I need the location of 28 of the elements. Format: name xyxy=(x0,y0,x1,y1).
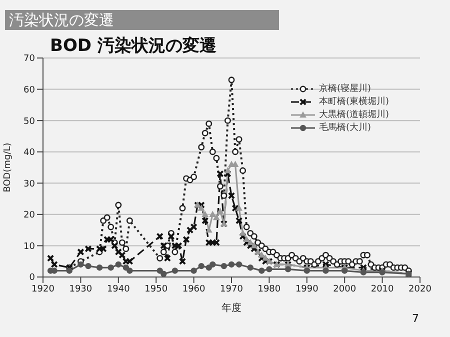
x-tick-label: 1990 xyxy=(295,284,319,294)
y-tick-label: 50 xyxy=(24,116,36,127)
x-tick-label: 1950 xyxy=(144,284,168,294)
x-tick-label: 2010 xyxy=(370,284,394,294)
legend-label: 大黒橋(道頓堀川) xyxy=(319,108,390,121)
x-tick-label: 1930 xyxy=(69,284,92,294)
legend-label: 毛馬橋(大川) xyxy=(319,122,372,134)
y-tick-label: 40 xyxy=(24,148,36,158)
y-tick-label: 10 xyxy=(24,242,36,252)
y-axis-title: BOD(mg/L) xyxy=(3,142,14,192)
x-tick-label: 1920 xyxy=(32,284,55,294)
chart-title: BOD 汚染状況の変遷 xyxy=(50,35,216,57)
text: 汚染状況の変遷 xyxy=(5,10,279,30)
x-tick-label: 1980 xyxy=(258,284,281,294)
y-tick-label: 60 xyxy=(24,85,36,96)
y-tick-label: 20 xyxy=(24,210,36,221)
x-tick-label: 1960 xyxy=(182,284,206,294)
y-tick-label: 70 xyxy=(24,54,36,64)
y-tick-label: 30 xyxy=(24,179,36,190)
x-tick-label: 2000 xyxy=(333,284,356,294)
x-tick-label: 1970 xyxy=(220,284,244,294)
x-tick-label: 2020 xyxy=(408,284,432,294)
x-tick-label: 1940 xyxy=(106,284,130,294)
text: 7 xyxy=(412,312,419,325)
y-tick-label: 0 xyxy=(29,273,36,284)
legend-label: 本町橋(東横堀川) xyxy=(319,96,390,108)
legend-label: 京橋(寝屋川) xyxy=(319,82,372,95)
x-axis-title: 年度 xyxy=(222,302,242,314)
